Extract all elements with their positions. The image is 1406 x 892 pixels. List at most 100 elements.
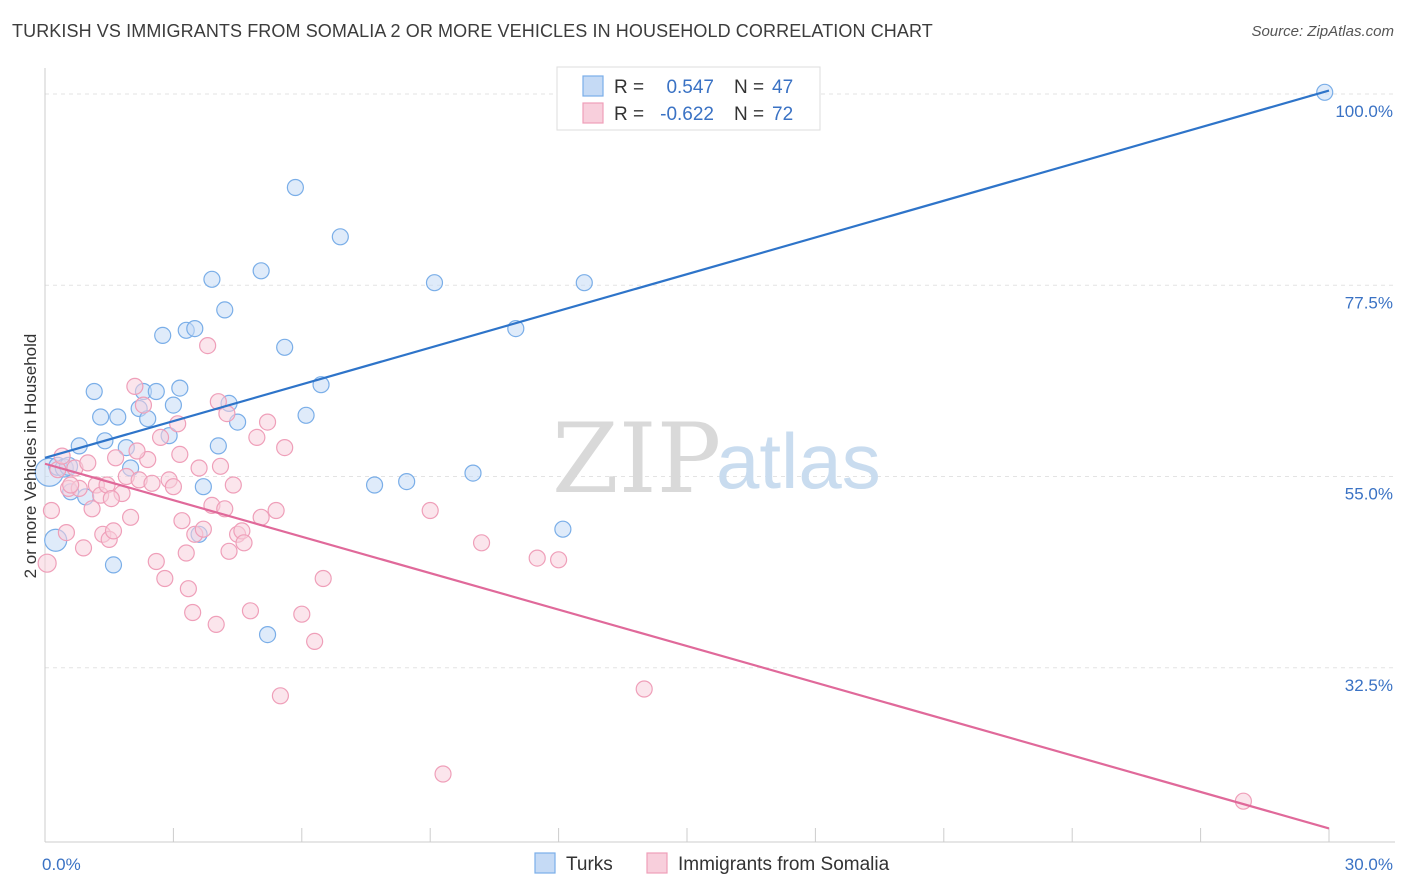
watermark-zip: ZIP [552,403,721,515]
somalia-point [156,569,174,588]
turks-point [164,396,182,414]
turks-point [286,178,304,197]
stats-r-label: R = [614,104,644,125]
turks-point [297,406,315,424]
somalia-point [107,449,125,467]
somalia-point [211,457,230,475]
turks-point [171,379,189,397]
y-axis-title: 2 or more Vehicles in Household [21,334,40,579]
y-tick-label: 100.0% [1335,102,1393,121]
bottom-legend-swatch [534,852,556,874]
somalia-point [199,337,217,355]
somalia-point [306,632,324,651]
turks-point [425,274,444,292]
watermark: ZIP atlas [552,403,881,515]
somalia-point [549,551,568,569]
somalia-point [83,500,101,518]
somalia-point [104,522,123,540]
bottom-legend-label: Turks [566,854,613,875]
somalia-point [164,478,182,496]
stats-legend: R = 0.547 N = 47 R = -0.622 N = 72 [556,66,821,131]
somalia-point [472,534,491,552]
turks-trend-line [44,89,1330,459]
turks-point [194,478,212,496]
turks-point [109,408,127,426]
somalia-point [74,539,93,557]
stats-r-value: -0.622 [660,104,714,125]
turks-point [398,473,416,491]
somalia-point [220,542,238,560]
turks-point [258,625,277,644]
turks-point [216,301,234,319]
somalia-point [134,396,153,414]
somalia-point [151,428,170,446]
somalia-point [293,605,311,623]
axes [44,68,1395,843]
turks-point [276,338,294,356]
somalia-point [173,512,191,530]
somalia-point [194,520,212,538]
turks-point [554,520,572,538]
y-tick-label: 32.5% [1345,676,1393,695]
chart-title: TURKISH VS IMMIGRANTS FROM SOMALIA 2 OR … [12,21,933,41]
stats-n-label: N = [734,104,764,125]
turks-point [331,228,349,246]
somalia-point [102,490,120,508]
turks-point [147,382,165,401]
somalia-point [126,377,144,395]
somalia-point [207,615,225,634]
somalia-point [179,580,197,598]
somalia-point [224,476,242,494]
bottom-legend-label: Immigrants from Somalia [678,854,890,875]
somalia-point [421,501,439,520]
somalia-point [434,765,452,783]
somalia-point [528,549,546,567]
somalia-point [143,474,161,492]
somalia-point [184,603,202,622]
stats-n-value: 72 [772,104,793,125]
y-tick-label: 55.0% [1345,485,1393,504]
stats-n-label: N = [734,77,764,98]
somalia-point [314,569,332,588]
somalia-point [79,454,97,472]
somalia-trend-line [44,462,1330,830]
trend-lines [44,89,1330,830]
turks-point [209,437,227,455]
stats-r-value: 0.547 [666,77,714,98]
somalia-point [635,680,653,698]
somalia-point [57,523,76,542]
somalia-point [147,552,165,571]
y-tick-label: 77.5% [1345,293,1393,312]
somalia-point [62,476,80,494]
somalia-point [128,442,146,460]
x-tick-label: 0.0% [42,855,81,874]
grid-lines [45,93,1395,669]
turks-point [186,320,204,338]
turks-point [575,274,593,292]
turks-point [154,326,172,344]
somalia-point [209,393,227,411]
somalia-point [276,439,294,457]
turks-point [85,382,103,401]
tick-labels: 100.0% 77.5% 55.0% 32.5% 0.0% 30.0% [42,102,1393,874]
stats-legend-swatch [582,75,604,97]
somalia-point [190,459,208,477]
somalia-point [42,501,61,520]
stats-r-label: R = [614,77,644,98]
turks-point [203,270,221,288]
stats-legend-swatch [582,102,604,124]
bottom-legend-swatch [646,852,668,874]
somalia-point [267,501,285,520]
turks-point [252,262,270,280]
turks-point [365,476,384,494]
somalia-point [258,413,277,431]
bottom-legend: Turks Immigrants from Somalia [534,852,890,875]
source-label: Source: ZipAtlas.com [1251,23,1394,40]
somalia-point [177,544,195,562]
somalia-point [271,687,289,705]
somalia-point [122,508,140,526]
somalia-point [241,602,260,620]
turks-point [92,408,110,426]
turks-point [464,464,482,482]
